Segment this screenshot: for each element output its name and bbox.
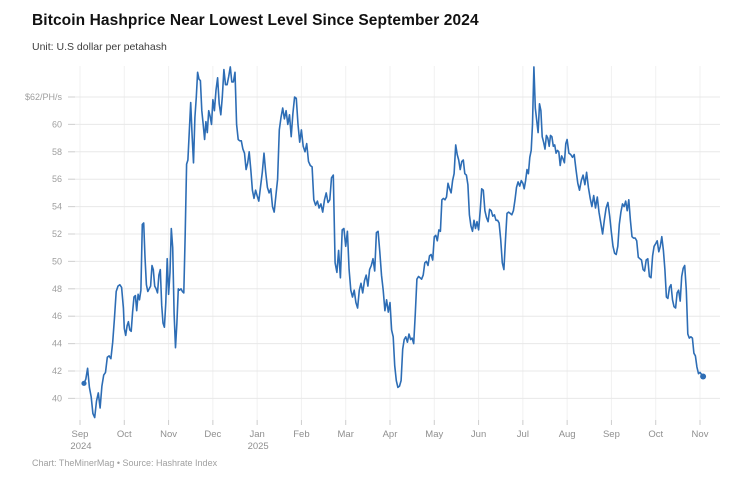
x-axis-label: Apr bbox=[383, 429, 398, 440]
price-line-series bbox=[83, 66, 704, 419]
x-axis-label: Sep bbox=[72, 429, 89, 440]
x-axis-label: Nov bbox=[160, 429, 177, 440]
x-axis-label: May bbox=[425, 429, 443, 440]
y-axis-label: 48 bbox=[52, 284, 62, 294]
x-axis-year-label: 2024 bbox=[70, 441, 91, 452]
x-axis-label: Jan bbox=[249, 429, 264, 440]
y-axis-label: 44 bbox=[52, 339, 62, 349]
y-axis-label: 58 bbox=[52, 147, 62, 157]
y-axis-label: 56 bbox=[52, 174, 62, 184]
y-axis-label: 40 bbox=[52, 393, 62, 403]
chart-credit: Chart: TheMinerMag • Source: Hashrate In… bbox=[32, 458, 218, 468]
x-axis-label: Jul bbox=[517, 429, 529, 440]
y-axis-label: 60 bbox=[52, 119, 62, 129]
chart-title: Bitcoin Hashprice Near Lowest Level Sinc… bbox=[32, 12, 479, 29]
y-axis-label: 42 bbox=[52, 366, 62, 376]
x-axis-label: Nov bbox=[692, 429, 709, 440]
x-axis-label: Oct bbox=[117, 429, 132, 440]
x-axis-label: Mar bbox=[338, 429, 354, 440]
x-axis-label: Dec bbox=[204, 429, 221, 440]
x-axis-label: Jun bbox=[471, 429, 486, 440]
y-axis-label: 50 bbox=[52, 256, 62, 266]
series-start-marker bbox=[81, 380, 87, 386]
x-axis-label: Aug bbox=[559, 429, 576, 440]
x-axis-year-label: 2025 bbox=[248, 441, 269, 452]
chart-subtitle: Unit: U.S dollar per petahash bbox=[32, 41, 167, 53]
y-axis-label: 46 bbox=[52, 311, 62, 321]
y-axis-label: 52 bbox=[52, 229, 62, 239]
y-axis-label: 54 bbox=[52, 202, 62, 212]
x-axis-label: Sep bbox=[603, 429, 620, 440]
x-axis-label: Oct bbox=[648, 429, 663, 440]
series-end-marker bbox=[700, 373, 707, 380]
y-axis-label: $62/PH/s bbox=[25, 92, 63, 102]
x-axis-label: Feb bbox=[293, 429, 309, 440]
